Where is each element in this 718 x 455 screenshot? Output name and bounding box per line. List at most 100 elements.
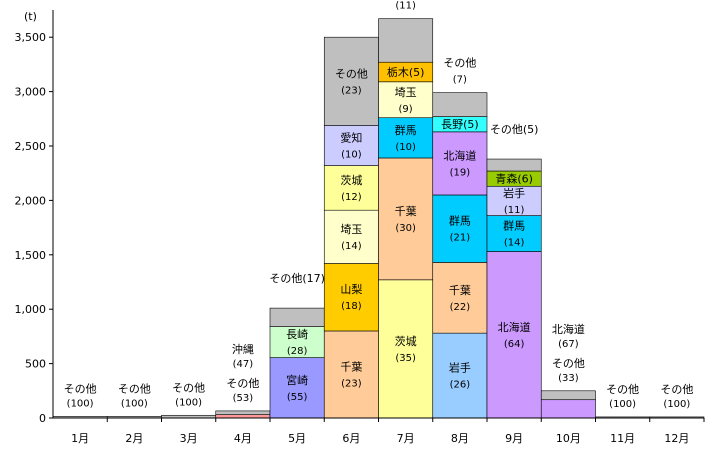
x-tick-label: 8月 bbox=[451, 432, 469, 445]
segment-name-label: 北海道 bbox=[443, 148, 476, 162]
segment-pct-label: (10) bbox=[341, 149, 362, 160]
y-tick-label: 500 bbox=[25, 358, 46, 371]
y-tick-label: 2,500 bbox=[15, 140, 47, 153]
segment-name-label: その他 bbox=[64, 382, 97, 395]
y-tick-label: 1,500 bbox=[15, 249, 47, 262]
bar-segment bbox=[215, 414, 271, 419]
bar-segment bbox=[378, 279, 434, 419]
x-axis-labels: 1月 2月 3月 4月 5月 6月 7月 8月 9月 10月 11月 12月 bbox=[71, 418, 705, 445]
x-tick-label: 4月 bbox=[234, 432, 252, 445]
segment-name-label: その他 bbox=[226, 377, 259, 390]
segment-pct-label: (23) bbox=[341, 378, 362, 389]
bar-segment bbox=[269, 357, 325, 419]
x-tick-label: 9月 bbox=[505, 432, 523, 445]
segment-label: 長野(5) bbox=[441, 118, 479, 131]
x-tick-label: 10月 bbox=[556, 432, 581, 445]
segment-name-label: 茨城 bbox=[340, 173, 362, 187]
bar-segment bbox=[323, 330, 379, 419]
bar-segment bbox=[432, 332, 488, 419]
segment-name-label: 長崎 bbox=[286, 327, 308, 341]
y-tick-label: 3,500 bbox=[15, 31, 47, 44]
segment-name-label: 群馬 bbox=[503, 219, 525, 233]
segment-pct-label: (100) bbox=[663, 399, 690, 410]
bar-segment bbox=[323, 263, 379, 332]
x-tick-label: 11月 bbox=[610, 432, 635, 445]
segment-name-label: 岩手 bbox=[503, 186, 525, 200]
bar-segment bbox=[323, 125, 379, 166]
bar-segment bbox=[323, 165, 379, 211]
segment-pct-label: (55) bbox=[287, 392, 308, 403]
bar-segment bbox=[486, 215, 542, 252]
bar-segment bbox=[432, 262, 488, 334]
segment-name-label: その他 bbox=[606, 383, 639, 396]
segment-label: 青森(6) bbox=[495, 172, 533, 186]
segment-pct-label: (53) bbox=[233, 393, 254, 404]
y-tick-label: 0 bbox=[39, 412, 46, 425]
segment-pct-label: (30) bbox=[395, 223, 416, 234]
segment-pct-label: (11) bbox=[395, 1, 416, 12]
segment-name-label: 沖縄 bbox=[232, 342, 254, 356]
segment-pct-label: (10) bbox=[395, 142, 416, 153]
segment-name-label: 愛知 bbox=[340, 130, 362, 144]
segment-pct-label: (11) bbox=[504, 205, 525, 216]
segment-name-label: 岩手 bbox=[449, 361, 471, 375]
segment-pct-label: (12) bbox=[341, 192, 362, 203]
bar-segment bbox=[378, 157, 434, 281]
segment-pct-label: (22) bbox=[450, 302, 471, 313]
bar-segment bbox=[432, 194, 488, 263]
segment-pct-label: (100) bbox=[67, 398, 94, 409]
segment-name-label: その他 bbox=[443, 57, 476, 70]
y-axis-ticks: 0 500 1,000 1,500 2,000 2,500 3,000 3,500 bbox=[15, 31, 53, 425]
x-tick-label: 7月 bbox=[397, 432, 415, 445]
bar-segment bbox=[269, 307, 325, 327]
segment-name-label: 茨城 bbox=[395, 334, 417, 348]
segment-pct-label: (18) bbox=[341, 301, 362, 312]
segment-pct-label: (64) bbox=[504, 339, 525, 350]
bar-segment bbox=[486, 185, 542, 216]
bar-segment bbox=[378, 117, 434, 159]
segment-pct-label: (7) bbox=[453, 75, 467, 86]
segment-pct-label: (14) bbox=[504, 238, 525, 249]
x-tick-label: 2月 bbox=[125, 432, 143, 445]
segment-name-label: 千葉 bbox=[449, 283, 471, 297]
segment-name-label: その他 bbox=[118, 382, 151, 395]
segment-pct-label: (9) bbox=[399, 104, 413, 115]
bar-segment bbox=[323, 209, 379, 264]
segment-pct-label: (47) bbox=[233, 359, 254, 370]
y-tick-label: 1,000 bbox=[15, 303, 47, 316]
y-tick-label: 3,000 bbox=[15, 86, 47, 99]
segment-name-label: 山梨 bbox=[340, 282, 362, 296]
segment-name-label: 群馬 bbox=[449, 214, 471, 228]
segment-name-label: その他 bbox=[335, 67, 368, 80]
bar-segment bbox=[269, 326, 325, 358]
segment-pct-label: (14) bbox=[341, 241, 362, 252]
segment-name-label: その他 bbox=[552, 357, 585, 370]
bar-stack-group: その他 (100) その他 (100) その他 (100) 沖縄 (47) その他 (53) 宮崎 (… bbox=[52, 1, 705, 419]
segment-label: 栃木(5) bbox=[387, 65, 425, 79]
x-tick-label: 12月 bbox=[664, 432, 689, 445]
bar-segment bbox=[486, 158, 542, 172]
bar-segment bbox=[378, 18, 434, 63]
segment-name-label: 北海道 bbox=[552, 322, 585, 336]
segment-name-label: その他 bbox=[172, 381, 205, 394]
x-tick-label: 6月 bbox=[342, 432, 360, 445]
segment-pct-label: (67) bbox=[558, 339, 579, 350]
bar-segment bbox=[432, 131, 488, 196]
segment-pct-label: (19) bbox=[450, 167, 471, 178]
segment-pct-label: (100) bbox=[175, 397, 202, 408]
y-axis-unit-label: (t) bbox=[24, 10, 37, 23]
segment-name-label: 埼玉 bbox=[395, 85, 417, 99]
segment-pct-label: (21) bbox=[450, 233, 471, 244]
bar-segment bbox=[323, 36, 379, 126]
bar-segment bbox=[215, 410, 271, 415]
segment-name-label: 埼玉 bbox=[340, 222, 362, 236]
segment-name-label: 北海道 bbox=[498, 320, 531, 334]
x-tick-label: 5月 bbox=[288, 432, 306, 445]
bar-segment bbox=[540, 390, 596, 401]
segment-name-label: 宮崎 bbox=[286, 373, 308, 387]
segment-pct-label: (100) bbox=[121, 398, 148, 409]
segment-pct-label: (35) bbox=[395, 353, 416, 364]
bar-segment bbox=[486, 251, 542, 419]
